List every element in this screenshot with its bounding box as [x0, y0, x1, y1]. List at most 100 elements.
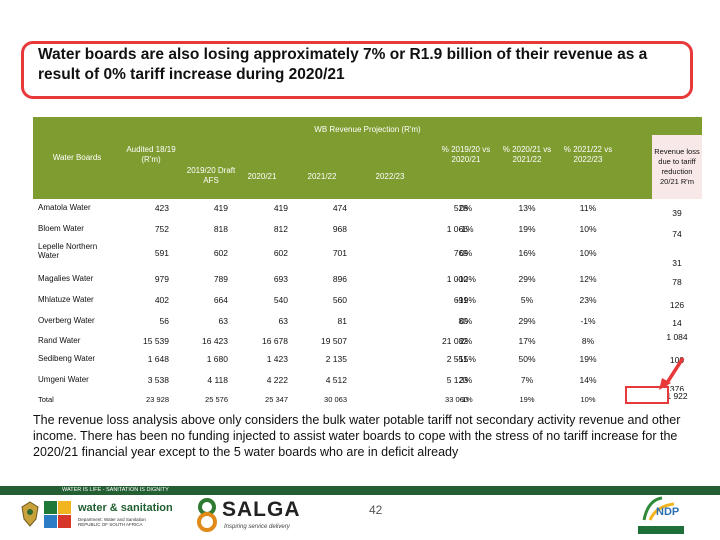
footer-strip-text: WATER IS LIFE - SANITATION IS DIGNITY — [62, 487, 169, 493]
row-percent-p3: 12% — [579, 274, 597, 284]
table-row: Amatola Water 423 419 419 474 528 0% 13% 11% 39 — [33, 199, 702, 220]
row-value-e: 5 123 — [446, 375, 468, 385]
ndp-badge — [638, 526, 684, 534]
red-arrow-icon — [659, 357, 685, 390]
dws-department: Department: Water and Sanitation REPUBLI… — [78, 517, 146, 527]
row-percent-p1: -1% — [459, 395, 473, 404]
table-row: Overberg Water 56 63 63 81 80 0% 29% -1% 14 — [33, 312, 702, 332]
header-2020-21: 2020/21 — [247, 172, 277, 181]
row-revenue-loss: 74 — [672, 229, 682, 239]
row-percent-p1: 0% — [459, 203, 473, 213]
table-row: Rand Water 15 539 16 423 16 678 19 507 21 082… — [33, 332, 702, 350]
row-value-c: 540 — [273, 295, 288, 305]
row-value-c: 25 347 — [265, 395, 288, 404]
row-value-a: 752 — [154, 224, 169, 234]
row-value-d: 19 507 — [321, 336, 347, 346]
row-value-e: 1 000 — [446, 274, 468, 284]
row-value-e: 691 — [453, 295, 468, 305]
row-value-e: 21 082 — [442, 336, 468, 346]
row-percent-p1: 3% — [459, 375, 473, 385]
row-value-e: 33 060 — [445, 395, 468, 404]
dws-name: water & sanitation — [78, 502, 173, 514]
row-value-c: 693 — [273, 274, 288, 284]
row-value-a: 23 928 — [146, 395, 169, 404]
row-value-c: 1 423 — [266, 354, 288, 364]
row-value-a: 15 539 — [143, 336, 169, 346]
row-revenue-loss: 1 922 — [666, 391, 688, 401]
row-name: Magalies Water — [38, 274, 94, 283]
table-row: Total 23 928 25 576 25 347 30 063 33 060 -1% 19… — [33, 391, 702, 405]
row-percent-p2: 50% — [518, 354, 536, 364]
row-percent-p2: 29% — [518, 274, 536, 284]
row-value-a: 591 — [154, 248, 169, 258]
row-percent-p1: -19% — [456, 295, 476, 305]
row-revenue-loss: 14 — [672, 318, 682, 328]
table-header: WB Revenue Projection (R'm) Water Boards… — [33, 117, 702, 199]
row-percent-p3: 10% — [579, 224, 597, 234]
row-value-c: 812 — [273, 224, 288, 234]
row-percent-p3: 14% — [579, 375, 597, 385]
header-revenue-loss: Revenue loss due to tariff reduction 20/… — [652, 135, 702, 199]
table-row: Bloem Water 752 818 812 968 1 066 -1% 19% 10% 74 — [33, 220, 702, 241]
row-value-c: 419 — [273, 203, 288, 213]
table-row: Lepelle Northern Water 591 602 602 701 769 0% 1… — [33, 241, 702, 270]
row-percent-p1: 0% — [459, 316, 473, 326]
row-value-d: 560 — [332, 295, 347, 305]
row-value-c: 602 — [273, 248, 288, 258]
row-percent-p3: 19% — [579, 354, 597, 364]
row-value-e: 769 — [453, 248, 468, 258]
row-percent-p3: -1% — [580, 316, 596, 326]
row-name: Total — [38, 395, 54, 404]
header-audited: Audited 18/19 (R'm) — [126, 145, 176, 164]
row-value-b: 419 — [213, 203, 228, 213]
row-name: Rand Water — [38, 336, 81, 345]
row-value-b: 664 — [213, 295, 228, 305]
row-name: Lepelle Northern Water — [38, 242, 98, 260]
row-revenue-loss: 39 — [672, 208, 682, 218]
ndp-logo-icon — [642, 496, 675, 521]
page-number: 42 — [369, 503, 383, 517]
salga-name: SALGA — [222, 498, 301, 521]
row-name: Sedibeng Water — [38, 354, 96, 363]
row-revenue-loss: 376 — [669, 384, 685, 394]
header-2022-23: 2022/23 — [375, 172, 405, 181]
row-revenue-loss: 78 — [672, 277, 682, 287]
header-2021-22: 2021/22 — [307, 172, 337, 181]
row-value-b: 25 576 — [205, 395, 228, 404]
header-water-boards: Water Boards — [52, 153, 102, 162]
row-value-a: 56 — [159, 316, 169, 326]
table-row: Sedibeng Water 1 648 1 680 1 423 2 135 2 551-… — [33, 350, 702, 371]
band-title: WB Revenue Projection (R'm) — [314, 125, 421, 134]
row-value-d: 701 — [332, 248, 347, 258]
row-value-e: 1 066 — [446, 224, 468, 234]
row-name: Overberg Water — [38, 316, 95, 325]
row-value-a: 979 — [154, 274, 169, 284]
row-name: Bloem Water — [38, 224, 84, 233]
row-value-a: 402 — [154, 295, 169, 305]
ndp-label: NDP — [656, 506, 680, 518]
row-percent-p2: 16% — [518, 248, 536, 258]
header-pct-1: % 2019/20 vs 2020/21 — [441, 145, 491, 164]
row-name: Mhlatuze Water — [38, 295, 94, 304]
row-percent-p1: -15% — [456, 354, 476, 364]
row-value-c: 4 222 — [266, 375, 288, 385]
row-percent-p3: 23% — [579, 295, 597, 305]
row-value-a: 423 — [154, 203, 169, 213]
row-value-a: 1 648 — [147, 354, 169, 364]
row-value-a: 3 538 — [147, 375, 169, 385]
footer-strip: WATER IS LIFE - SANITATION IS DIGNITY — [0, 486, 720, 495]
row-value-d: 968 — [332, 224, 347, 234]
row-value-c: 16 678 — [262, 336, 288, 346]
row-value-b: 4 118 — [207, 375, 228, 385]
header-pct-2: % 2020/21 vs 2021/22 — [502, 145, 552, 164]
row-percent-p1: -1% — [458, 224, 474, 234]
row-value-b: 16 423 — [202, 336, 228, 346]
row-value-c: 63 — [278, 316, 288, 326]
revenue-table: WB Revenue Projection (R'm) Water Boards… — [33, 117, 702, 405]
dws-logo-icon — [44, 501, 72, 529]
salga-tagline: Inspiring service delivery — [224, 524, 290, 530]
row-percent-p2: 29% — [518, 316, 536, 326]
row-value-e: 80 — [458, 316, 468, 326]
row-value-d: 4 512 — [325, 375, 347, 385]
row-revenue-loss: 1 084 — [666, 332, 688, 342]
